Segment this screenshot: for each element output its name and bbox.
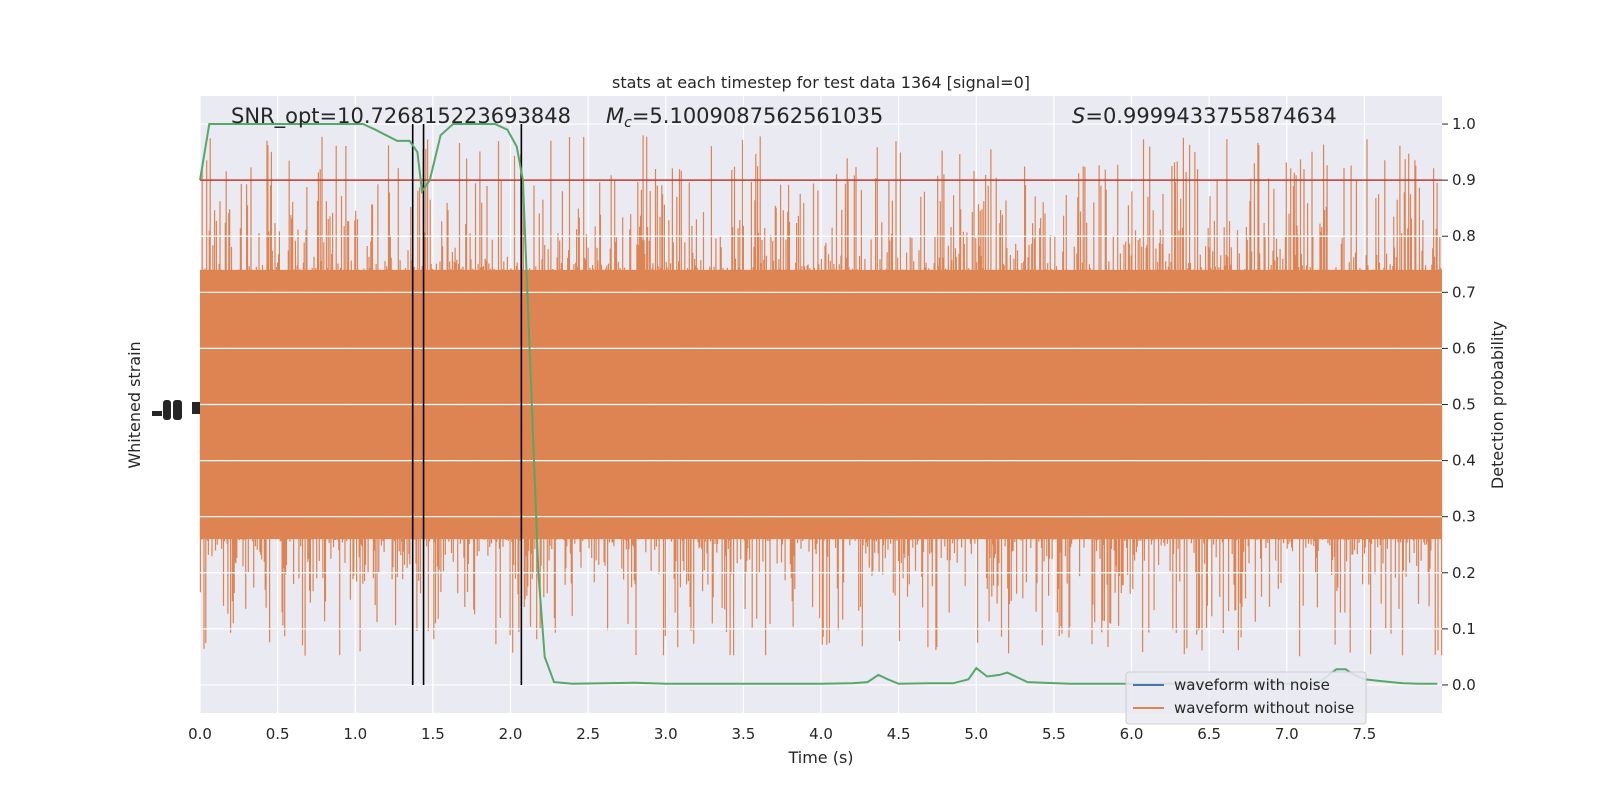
y-tick-label: 1.0 xyxy=(1452,115,1476,133)
left-y-axis-label: Whitened strain xyxy=(125,341,144,468)
legend-box xyxy=(1125,671,1367,725)
x-tick-label: 3.0 xyxy=(654,725,678,743)
s-value: =0.9999433755874634 xyxy=(1085,104,1336,128)
x-tick-label: 1.0 xyxy=(343,725,367,743)
strain-spikes xyxy=(199,135,1443,657)
x-tick-label: 2.0 xyxy=(499,725,523,743)
y-tick-label: 0.1 xyxy=(1452,620,1476,638)
chart-title: stats at each timestep for test data 136… xyxy=(612,73,1030,92)
x-tick-label: 1.5 xyxy=(421,725,445,743)
right-y-axis-ticks: 0.0 0.1 0.2 0.3 0.4 0.5 0.6 0.7 0.8 0.9 1.0 xyxy=(1442,115,1476,694)
y-tick-label: 0.4 xyxy=(1452,452,1476,470)
y-tick-label: 0.6 xyxy=(1452,339,1476,357)
x-tick-label: 5.5 xyxy=(1042,725,1066,743)
left-axis-tick-residue xyxy=(152,400,200,420)
legend: waveform with noise waveform without noi… xyxy=(1125,671,1367,725)
y-tick-label: 0.9 xyxy=(1452,171,1476,189)
mc-value: =5.1009087562561035 xyxy=(632,104,883,128)
right-y-axis-label: Detection probability xyxy=(1488,321,1507,489)
marker-lines xyxy=(411,124,523,685)
x-tick-label: 4.0 xyxy=(809,725,833,743)
x-tick-label: 0.0 xyxy=(188,725,212,743)
x-tick-label: 7.0 xyxy=(1275,725,1299,743)
x-axis-label: Time (s) xyxy=(787,748,853,767)
snr-annotation: SNR_opt=10.726815223693848 xyxy=(231,104,571,129)
horizontal-gridlines xyxy=(200,123,1442,686)
mc-subscript: c xyxy=(624,115,632,131)
x-tick-label: 0.5 xyxy=(266,725,290,743)
x-axis-ticks: 0.0 0.5 1.0 1.5 2.0 2.5 3.0 3.5 4.0 4.5 5.0 5.5 6.0 6… xyxy=(188,725,1376,743)
mc-symbol: M xyxy=(606,104,624,128)
x-tick-label: 3.5 xyxy=(731,725,755,743)
chirp-mass-annotation: Mc=5.1009087562561035 xyxy=(606,104,883,131)
x-tick-label: 4.5 xyxy=(887,725,911,743)
x-tick-label: 5.0 xyxy=(964,725,988,743)
x-tick-label: 6.5 xyxy=(1197,725,1221,743)
y-tick-label: 0.2 xyxy=(1452,564,1476,582)
y-tick-label: 0.0 xyxy=(1452,676,1476,694)
y-tick-label: 0.5 xyxy=(1452,396,1476,414)
y-tick-label: 0.3 xyxy=(1452,508,1476,526)
y-tick-label: 0.8 xyxy=(1452,227,1476,245)
x-tick-label: 7.5 xyxy=(1352,725,1376,743)
x-tick-label: 6.0 xyxy=(1120,725,1144,743)
s-symbol: S xyxy=(1072,104,1085,128)
x-tick-label: 2.5 xyxy=(576,725,600,743)
legend-label-without-noise: waveform without noise xyxy=(1174,699,1354,717)
s-annotation: S=0.9999433755874634 xyxy=(1072,104,1337,128)
legend-label-with-noise: waveform with noise xyxy=(1174,676,1330,694)
y-tick-label: 0.7 xyxy=(1452,283,1476,301)
